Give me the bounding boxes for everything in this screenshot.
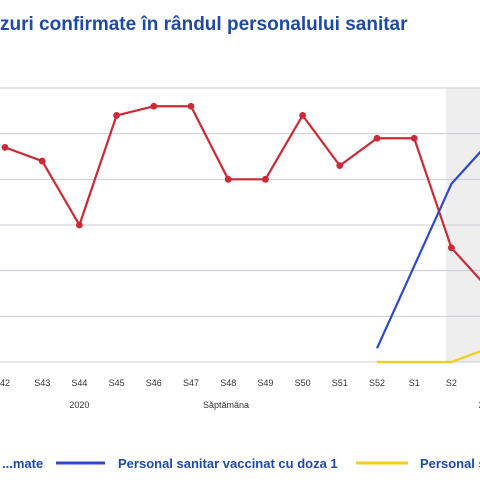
series-line-2 (375, 150, 480, 349)
data-point (336, 162, 344, 170)
x-tick-label: S48 (220, 378, 236, 388)
x-axis-title: Săptămâna (203, 400, 249, 410)
x-tick-label: S43 (34, 378, 50, 388)
series-line-1 (4, 105, 480, 282)
data-point (410, 134, 418, 142)
data-point (187, 102, 195, 110)
x-tick-label: S47 (183, 378, 199, 388)
data-point (113, 112, 120, 119)
x-tick-label: S45 (109, 378, 125, 388)
x-tick-label: 42 (0, 378, 10, 388)
x-tick-label: S44 (71, 378, 87, 388)
legend-label: Personal s (420, 456, 480, 471)
legend-label: Personal sanitar vaccinat cu doza 1 (118, 456, 338, 471)
data-point (224, 175, 232, 183)
x-tick-label: S51 (332, 378, 348, 388)
chart-title: zuri confirmate în rândul personalului s… (0, 14, 408, 35)
x-tick-label: S46 (146, 378, 162, 388)
data-point (1, 143, 9, 151)
series-line-3 (377, 350, 480, 364)
x-tick-label: S52 (369, 378, 385, 388)
data-point (38, 157, 46, 165)
x-tick-label: S1 (409, 378, 420, 388)
x-tick-label: S49 (257, 378, 273, 388)
year-label: 2021 (479, 400, 480, 410)
data-point (299, 112, 306, 119)
data-point (373, 134, 381, 142)
x-tick-label: S2 (446, 378, 457, 388)
x-tick-label: S50 (295, 378, 311, 388)
year-label: 2020 (69, 400, 89, 410)
data-point (448, 244, 455, 252)
data-point (262, 175, 269, 183)
data-point (76, 221, 83, 229)
data-point (150, 102, 158, 110)
legend-label: ...mate (2, 456, 43, 471)
